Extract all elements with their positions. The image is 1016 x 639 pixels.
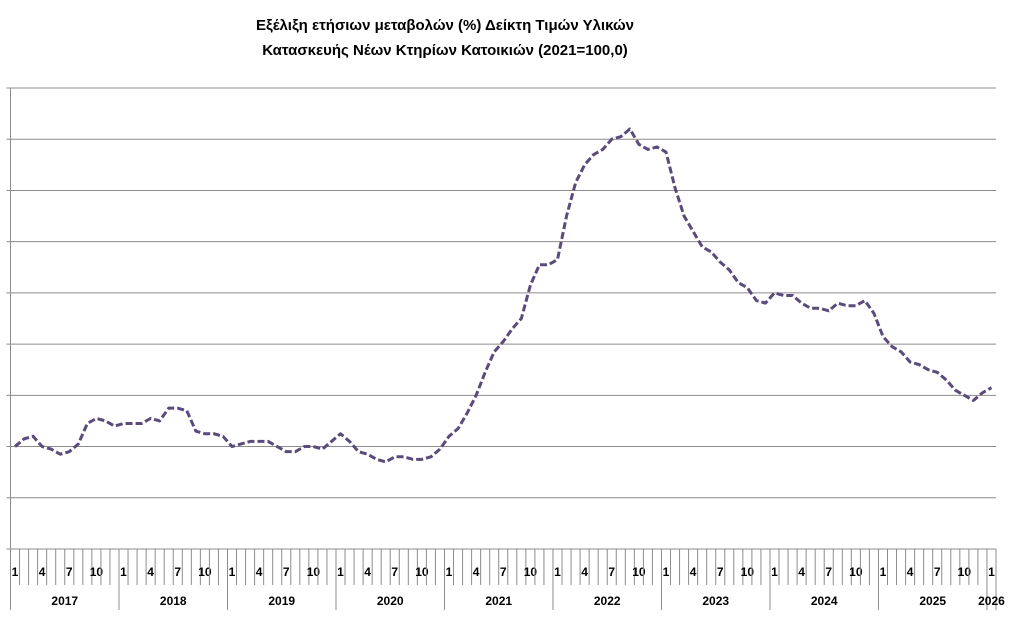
x-tick-label: 10 <box>741 565 755 579</box>
year-label: 2017 <box>51 594 78 608</box>
x-tick-label: 7 <box>717 565 724 579</box>
x-tick-label: 7 <box>934 565 941 579</box>
x-tick-label: 4 <box>256 565 263 579</box>
year-label: 2026 <box>978 594 1005 608</box>
year-label: 2025 <box>919 594 946 608</box>
x-tick-label: 4 <box>364 565 371 579</box>
x-tick-label: 10 <box>90 565 104 579</box>
x-tick-label: 7 <box>174 565 181 579</box>
x-tick-label: 4 <box>39 565 46 579</box>
x-tick-label: 10 <box>307 565 321 579</box>
x-tick-label: 7 <box>500 565 507 579</box>
x-tick-label: 1 <box>120 565 127 579</box>
x-tick-label: 1 <box>663 565 670 579</box>
x-tick-label: 4 <box>473 565 480 579</box>
x-tick-label: 10 <box>849 565 863 579</box>
x-tick-label: 1 <box>12 565 19 579</box>
x-tick-label: 4 <box>798 565 805 579</box>
x-tick-label: 7 <box>66 565 73 579</box>
year-label: 2018 <box>160 594 187 608</box>
data-line <box>14 127 993 464</box>
year-label: 2021 <box>485 594 512 608</box>
x-tick-label: 1 <box>446 565 453 579</box>
x-tick-label: 4 <box>581 565 588 579</box>
x-tick-label: 1 <box>554 565 561 579</box>
x-tick-label: 7 <box>608 565 615 579</box>
x-tick-label: 10 <box>632 565 646 579</box>
x-tick-label: 10 <box>415 565 429 579</box>
x-tick-label: 4 <box>690 565 697 579</box>
year-label: 2020 <box>377 594 404 608</box>
year-label: 2023 <box>702 594 729 608</box>
x-tick-label: 1 <box>229 565 236 579</box>
year-label: 2019 <box>268 594 295 608</box>
x-tick-label: 7 <box>283 565 290 579</box>
chart-title: Εξέλιξη ετήσιων μεταβολών (%) Δείκτη Τιμ… <box>256 17 634 34</box>
chart-title: Κατασκευής Νέων Κτηρίων Κατοικιών (2021=… <box>262 42 628 59</box>
x-tick-label: 1 <box>880 565 887 579</box>
x-tick-label: 10 <box>198 565 212 579</box>
x-tick-label: 4 <box>147 565 154 579</box>
x-tick-label: 10 <box>958 565 972 579</box>
x-tick-label: 1 <box>988 565 995 579</box>
x-tick-label: 1 <box>771 565 778 579</box>
x-tick-label: 4 <box>907 565 914 579</box>
x-tick-label: 1 <box>337 565 344 579</box>
x-tick-label: 7 <box>391 565 398 579</box>
year-label: 2022 <box>594 594 621 608</box>
x-tick-label: 7 <box>825 565 832 579</box>
year-label: 2024 <box>811 594 838 608</box>
x-tick-label: 10 <box>524 565 538 579</box>
